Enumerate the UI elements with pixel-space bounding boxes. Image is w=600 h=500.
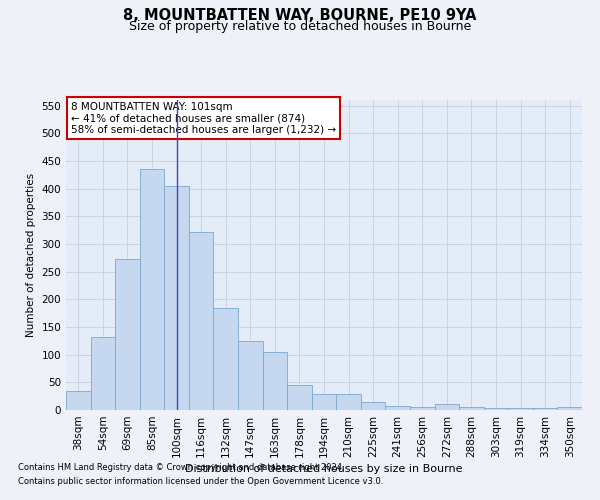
Bar (263, 352, 287, 410)
Bar (533, 408, 557, 410)
Bar (140, 169, 164, 410)
X-axis label: Distribution of detached houses by size in Bourne: Distribution of detached houses by size … (185, 464, 463, 474)
Text: 8, MOUNTBATTEN WAY, BOURNE, PE10 9YA: 8, MOUNTBATTEN WAY, BOURNE, PE10 9YA (123, 8, 477, 22)
Bar (238, 341, 263, 410)
Text: 8 MOUNTBATTEN WAY: 101sqm
← 41% of detached houses are smaller (874)
58% of semi: 8 MOUNTBATTEN WAY: 101sqm ← 41% of detac… (71, 102, 336, 134)
Bar (410, 406, 434, 410)
Bar (164, 186, 189, 410)
Bar (484, 408, 508, 410)
Bar (459, 407, 484, 410)
Bar (91, 337, 115, 410)
Bar (287, 384, 312, 410)
Bar (115, 260, 140, 410)
Bar (557, 406, 582, 410)
Bar (434, 404, 459, 410)
Bar (312, 394, 336, 410)
Bar (66, 390, 91, 410)
Bar (189, 232, 214, 410)
Bar (361, 402, 385, 410)
Bar (385, 406, 410, 410)
Text: Contains HM Land Registry data © Crown copyright and database right 2024.: Contains HM Land Registry data © Crown c… (18, 464, 344, 472)
Bar (508, 408, 533, 410)
Text: Size of property relative to detached houses in Bourne: Size of property relative to detached ho… (129, 20, 471, 33)
Bar (336, 394, 361, 410)
Bar (214, 308, 238, 410)
Y-axis label: Number of detached properties: Number of detached properties (26, 173, 36, 337)
Text: Contains public sector information licensed under the Open Government Licence v3: Contains public sector information licen… (18, 477, 383, 486)
